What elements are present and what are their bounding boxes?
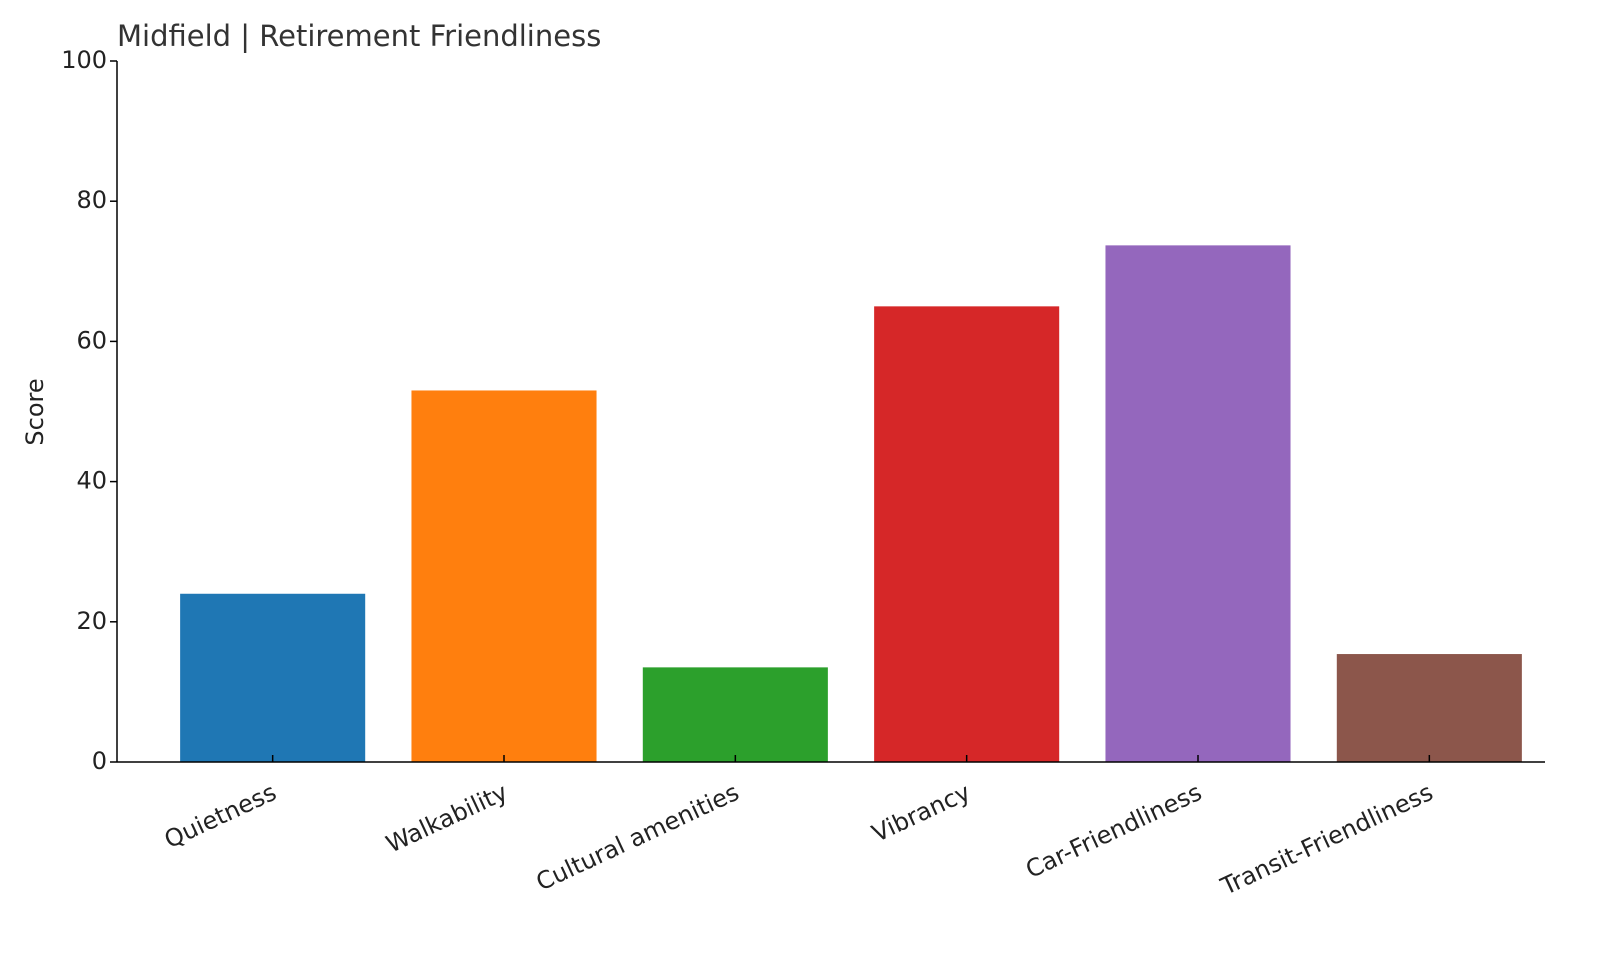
bar: [642, 667, 828, 762]
y-axis-label: Score: [21, 378, 49, 445]
x-tick-label: Transit-Friendliness: [1216, 778, 1437, 901]
bar: [1105, 245, 1291, 762]
y-tick-label: 40: [76, 467, 107, 495]
bar: [411, 390, 597, 762]
x-tick-label: Car-Friendliness: [1021, 778, 1206, 884]
y-tick-label: 0: [92, 747, 107, 775]
x-tick-label: Cultural amenities: [532, 778, 743, 896]
bar: [874, 306, 1060, 762]
y-tick-label: 80: [76, 186, 107, 214]
y-tick-label: 20: [76, 607, 107, 635]
x-tick-label: Vibrancy: [868, 778, 975, 848]
x-tick-label: Walkability: [382, 778, 512, 859]
chart-title: Midfield | Retirement Friendliness: [117, 19, 601, 53]
y-tick-label: 100: [61, 46, 107, 74]
bar: [180, 593, 366, 762]
y-tick-label: 60: [76, 326, 107, 354]
x-tick-label: Quietness: [160, 778, 281, 854]
bar: [1336, 654, 1522, 762]
